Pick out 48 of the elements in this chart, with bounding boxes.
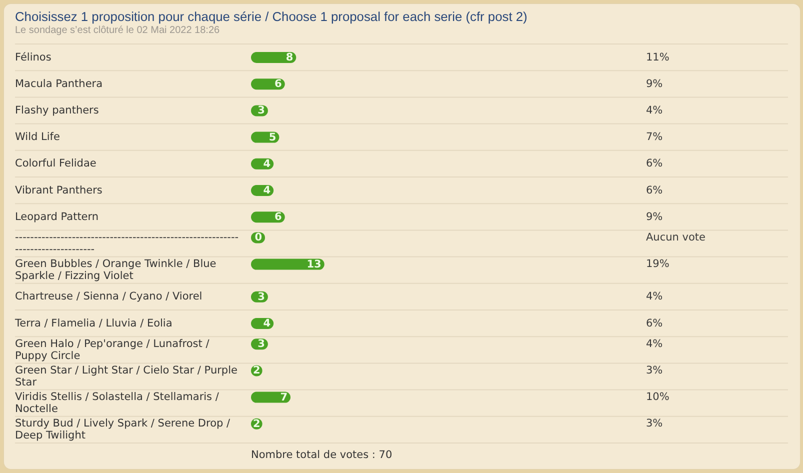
text: 4% bbox=[646, 290, 663, 303]
text: 9% bbox=[646, 78, 663, 90]
y-tick-label: Green Bubbles / Orange Twinkle / Blue Sparkle / Fizzing Violet bbox=[15, 258, 216, 282]
y-tick-label: Félinos bbox=[15, 51, 52, 64]
text: 7% bbox=[646, 131, 663, 144]
data-label: 3 bbox=[258, 104, 265, 117]
y-tick-label: Viridis Stellis / Solastella / Stellamaris / Noctelle bbox=[15, 391, 220, 416]
y-tick-label: Wild Life bbox=[15, 131, 60, 144]
y-tick-label: Colorful Felidae bbox=[15, 158, 96, 170]
text: 6% bbox=[646, 184, 663, 196]
y-tick-label: Green Star / Light Star / Cielo Star / Purple Star bbox=[15, 364, 238, 388]
data-label: 7 bbox=[280, 391, 288, 404]
text: 3% bbox=[646, 364, 663, 376]
y-tick-label: Vibrant Panthers bbox=[15, 184, 102, 196]
text: 6% bbox=[646, 158, 663, 170]
data-label: 6 bbox=[274, 78, 282, 90]
y-tick-label: Macula Panthera bbox=[15, 78, 103, 90]
chart-title: Choisissez 1 proposition pour chaque série / Choose 1 proposal for each serie (cfr post 2) bbox=[15, 9, 528, 25]
data-label: 4 bbox=[263, 184, 271, 196]
text: Nombre total de votes : 70 bbox=[251, 448, 392, 462]
text: 3% bbox=[646, 418, 663, 430]
text: 11% bbox=[646, 51, 670, 64]
text: 4% bbox=[646, 104, 663, 116]
data-label: 5 bbox=[268, 131, 276, 144]
data-label: 3 bbox=[258, 338, 265, 350]
y-tick-label: Sturdy Bud / Lively Spark / Serene Drop / Deep Twilight bbox=[15, 418, 231, 442]
text: Le sondage s’est clôturé le 02 Mai 2022 18:26 bbox=[15, 25, 220, 37]
y-tick-label: -------------------------------------------------------------------------------- bbox=[15, 232, 239, 256]
data-label: 3 bbox=[258, 290, 265, 303]
text: Aucun vote bbox=[646, 232, 706, 244]
y-tick-label: Terra / Flamelia / Lluvia / Eolia bbox=[14, 317, 172, 330]
y-tick-label: Leopard Pattern bbox=[15, 210, 99, 223]
data-label: 0 bbox=[254, 232, 262, 244]
text: 10% bbox=[646, 391, 670, 404]
text: 4% bbox=[646, 338, 663, 350]
y-tick-label: Chartreuse / Sienna / Cyano / Viorel bbox=[15, 290, 202, 303]
data-label: 2 bbox=[252, 418, 260, 430]
text: 9% bbox=[646, 210, 663, 223]
data-label: 6 bbox=[274, 211, 282, 224]
text: 6% bbox=[646, 317, 663, 330]
data-label: 8 bbox=[286, 52, 294, 64]
data-label: 2 bbox=[252, 364, 260, 377]
data-label: 4 bbox=[263, 158, 271, 170]
data-label: 4 bbox=[263, 318, 271, 330]
y-tick-label: Flashy panthers bbox=[15, 104, 99, 116]
text: 19% bbox=[646, 258, 670, 270]
data-label: 13 bbox=[306, 258, 322, 270]
y-tick-label: Green Halo / Pep'orange / Lunafrost / Puppy Circle bbox=[15, 338, 210, 362]
